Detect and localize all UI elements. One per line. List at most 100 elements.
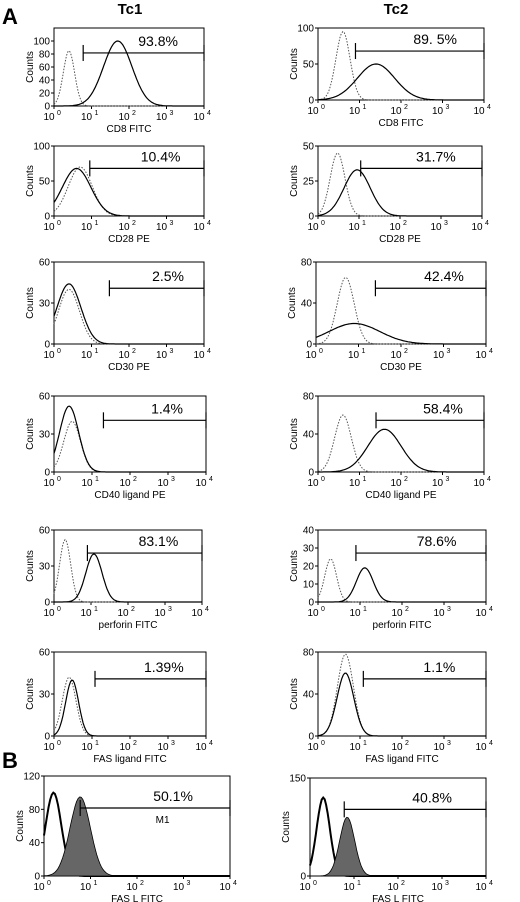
histogram-dotted (317, 653, 486, 737)
x-tick-label: 10 (195, 478, 207, 489)
plot-frame (53, 395, 207, 473)
x-tick-label: 10 (118, 222, 130, 233)
x-tick-exponent: 4 (207, 348, 211, 355)
plot-frame (317, 27, 485, 101)
histogram-solid (317, 169, 482, 217)
x-tick-label: 10 (307, 478, 319, 489)
x-tick-exponent: 3 (447, 348, 451, 355)
x-tick-label: 10 (118, 112, 130, 123)
x-tick-exponent: 1 (357, 880, 361, 887)
x-axis-label: CD8 FITC (379, 118, 424, 129)
x-tick-label: 10 (43, 350, 55, 361)
x-axis-label: CD28 PE (108, 234, 150, 245)
x-tick-exponent: 4 (233, 880, 237, 887)
histogram-dotted (53, 538, 202, 603)
x-tick-exponent: 4 (489, 606, 493, 613)
x-tick-exponent: 3 (170, 220, 174, 227)
x-tick-exponent: 0 (57, 606, 61, 613)
x-tick-label: 10 (33, 882, 45, 893)
x-axis-label: perforin FITC (99, 620, 158, 631)
y-tick-label: 25 (303, 177, 315, 188)
y-tick-label: 0 (308, 598, 314, 609)
x-tick-label: 10 (193, 112, 205, 123)
x-tick-exponent: 2 (132, 220, 136, 227)
x-tick-exponent: 2 (401, 880, 405, 887)
x-tick-exponent: 3 (446, 476, 450, 483)
gate-percentage: 40.8% (412, 789, 452, 805)
x-tick-exponent: 0 (57, 476, 61, 483)
y-axis-label: Counts (289, 550, 300, 582)
x-tick-exponent: 0 (321, 476, 325, 483)
y-axis-label: Counts (289, 48, 300, 80)
x-tick-label: 10 (156, 222, 168, 233)
x-tick-label: 10 (43, 478, 55, 489)
x-tick-label: 10 (191, 608, 203, 619)
histogram-dotted (317, 414, 484, 473)
x-tick-exponent: 2 (404, 476, 408, 483)
y-tick-label: 80 (29, 805, 41, 816)
x-axis-label: CD30 PE (380, 362, 422, 373)
x-tick-exponent: 3 (170, 348, 174, 355)
y-tick-label: 40 (303, 430, 315, 441)
y-axis-label: Counts (289, 165, 300, 197)
x-tick-label: 10 (307, 608, 319, 619)
x-tick-exponent: 2 (133, 476, 137, 483)
x-tick-label: 10 (43, 222, 55, 233)
x-tick-label: 10 (349, 608, 361, 619)
x-tick-label: 10 (299, 882, 311, 893)
gate-percentage: 1.1% (423, 659, 455, 675)
histogram-dotted (317, 152, 482, 217)
plot-frame (317, 145, 483, 217)
gate-percentage: 50.1% (153, 788, 193, 804)
histogram-dotted (53, 676, 206, 737)
x-tick-label: 10 (307, 742, 319, 753)
y-axis-label: Counts (25, 165, 36, 197)
y-tick-label: 50 (39, 177, 51, 188)
y-tick-label: 30 (39, 299, 51, 310)
gate-percentage: 1.39% (144, 659, 184, 675)
histogram-dotted (53, 166, 204, 217)
x-tick-exponent: 3 (187, 880, 191, 887)
y-tick-label: 150 (289, 774, 306, 785)
x-tick-label: 10 (307, 222, 319, 233)
histogram-dotted (315, 276, 486, 345)
y-tick-label: 60 (39, 258, 51, 269)
x-tick-label: 10 (432, 478, 444, 489)
gate-percentage: 1.4% (151, 400, 183, 416)
x-tick-label: 10 (307, 106, 319, 117)
y-tick-label: 80 (303, 648, 315, 659)
x-tick-label: 10 (43, 742, 55, 753)
y-axis-label: Counts (287, 287, 298, 319)
x-axis-label: FAS L FITC (111, 894, 163, 902)
y-tick-label: 100 (33, 142, 50, 153)
x-tick-label: 10 (473, 478, 485, 489)
x-axis-label: CD30 PE (108, 362, 150, 373)
x-tick-label: 10 (126, 882, 138, 893)
x-tick-label: 10 (432, 106, 444, 117)
x-tick-exponent: 2 (133, 740, 137, 747)
y-tick-label: 50 (303, 142, 315, 153)
y-tick-label: 40 (39, 76, 51, 87)
gate-percentage: 10.4% (141, 148, 181, 164)
y-tick-label: 30 (39, 690, 51, 701)
x-tick-exponent: 3 (171, 740, 175, 747)
histogram-solid (318, 428, 484, 473)
x-tick-label: 10 (305, 350, 317, 361)
y-tick-label: 60 (39, 63, 51, 74)
x-tick-exponent: 1 (363, 476, 367, 483)
x-tick-exponent: 3 (447, 740, 451, 747)
y-tick-label: 0 (308, 468, 314, 479)
x-axis-label: CD40 ligand PE (365, 490, 436, 501)
y-tick-label: 30 (39, 430, 51, 441)
x-tick-exponent: 4 (487, 104, 491, 111)
x-tick-label: 10 (348, 222, 360, 233)
x-tick-exponent: 2 (404, 348, 408, 355)
y-tick-label: 0 (44, 340, 50, 351)
y-axis-label: Counts (25, 287, 36, 319)
x-tick-exponent: 4 (485, 220, 489, 227)
x-tick-exponent: 2 (132, 348, 136, 355)
